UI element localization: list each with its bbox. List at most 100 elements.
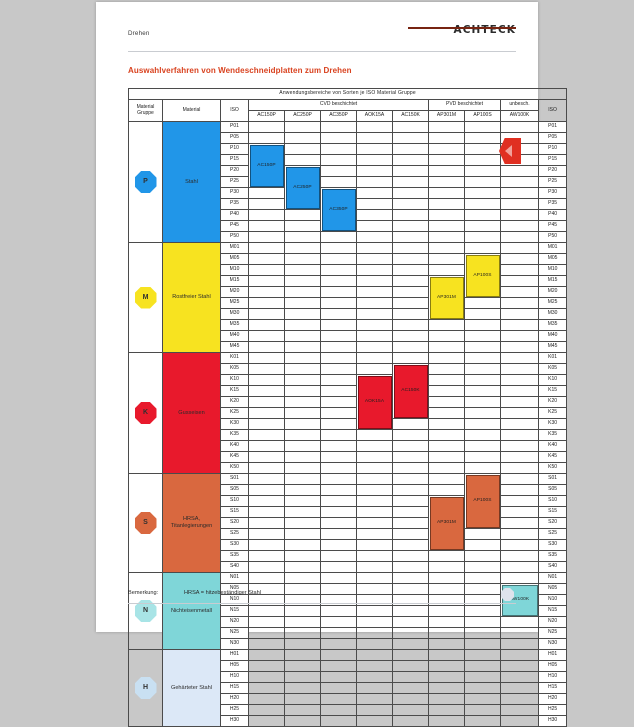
grade-empty-cell — [464, 220, 501, 232]
grade-empty-cell — [320, 550, 357, 562]
iso-code-right: N30 — [537, 638, 568, 650]
col-header-grade-ac350p: AC350P — [320, 110, 357, 122]
grade-range-cell: AP301M — [428, 495, 465, 551]
table-row: K20 K20 — [129, 396, 568, 408]
grade-empty-cell — [392, 308, 429, 320]
grade-empty-cell — [248, 220, 285, 232]
iso-code-left: K45 — [220, 451, 249, 463]
grade-empty-cell — [500, 341, 539, 353]
grade-range-bar-ap301m: AP301M — [429, 276, 464, 319]
brand-underline — [407, 26, 516, 29]
grade-empty-cell — [320, 264, 357, 276]
grade-range-cell: AC250P — [284, 165, 321, 210]
iso-code-right: K20 — [537, 396, 568, 408]
grade-empty-cell — [500, 264, 539, 276]
grade-empty-cell — [500, 561, 539, 573]
table-row: M35 M35 — [129, 319, 568, 331]
iso-code-right: M01 — [537, 242, 568, 254]
grade-empty-cell — [284, 473, 321, 485]
grade-empty-cell — [500, 220, 539, 232]
material-group-badge-cell-s: S — [128, 473, 163, 573]
iso-code-right: M20 — [537, 286, 568, 298]
grade-empty-cell — [392, 165, 429, 177]
grade-empty-cell — [392, 484, 429, 496]
iso-code-left: P40 — [220, 209, 249, 221]
grade-empty-cell — [428, 341, 465, 353]
iso-code-right: H10 — [537, 671, 568, 683]
grade-empty-cell — [464, 154, 501, 166]
grade-empty-cell — [356, 495, 393, 507]
table-row: M15 AP301M M15 — [129, 275, 568, 320]
material-name-cell-h: Gehärteter Stahl — [162, 649, 221, 727]
material-name-label: Gusseisen — [178, 409, 205, 416]
grade-empty-cell — [356, 517, 393, 529]
grade-empty-cell — [320, 385, 357, 397]
grade-empty-cell — [320, 143, 357, 155]
grade-empty-cell — [248, 561, 285, 573]
grade-empty-cell — [248, 682, 285, 694]
table-banner-row: Anwendungsbereiche von Sorten je ISO Mat… — [127, 88, 568, 100]
grade-empty-cell — [248, 308, 285, 320]
grade-empty-cell — [320, 253, 357, 265]
grade-empty-cell — [500, 451, 539, 463]
iso-code-right: H01 — [537, 649, 568, 661]
selection-table-wrapper: Anwendungsbereiche von Sorten je ISO Mat… — [127, 88, 568, 727]
grade-empty-cell — [428, 374, 465, 386]
grade-empty-cell — [464, 418, 501, 430]
grade-empty-cell — [500, 385, 539, 397]
grade-empty-cell — [428, 649, 465, 661]
grade-range-bar-ap301m: AP301M — [429, 496, 464, 550]
grade-empty-cell — [356, 176, 393, 188]
grade-empty-cell — [284, 484, 321, 496]
grade-empty-cell — [428, 198, 465, 210]
grade-empty-cell — [284, 143, 321, 155]
grade-empty-cell — [464, 671, 501, 683]
grade-empty-cell — [284, 693, 321, 705]
iso-code-right: S15 — [537, 506, 568, 518]
grade-empty-cell — [284, 495, 321, 507]
table-row: K30 K30 — [129, 418, 568, 430]
grade-empty-cell — [320, 671, 357, 683]
grade-empty-cell — [284, 297, 321, 309]
material-group-badge-cell-k: K — [128, 352, 163, 474]
grade-empty-cell — [320, 429, 357, 441]
grade-empty-cell — [428, 429, 465, 441]
grade-empty-cell — [464, 682, 501, 694]
iso-code-right: K40 — [537, 440, 568, 452]
grade-empty-cell — [356, 264, 393, 276]
grade-empty-cell — [356, 693, 393, 705]
grade-empty-cell — [500, 660, 539, 672]
grade-empty-cell — [392, 539, 429, 551]
grade-empty-cell — [428, 418, 465, 430]
grade-empty-cell — [356, 330, 393, 342]
iso-code-left: P15 — [220, 154, 249, 166]
table-row: H Gehärteter Stahl H01 H01 — [128, 649, 568, 727]
grade-empty-cell — [428, 407, 465, 419]
table-row: N15 N15 — [129, 605, 568, 617]
grade-empty-cell — [464, 374, 501, 386]
grade-empty-cell — [356, 319, 393, 331]
grade-empty-cell — [428, 264, 465, 276]
grade-empty-cell — [392, 121, 429, 133]
grade-empty-cell — [320, 506, 357, 518]
section-marker-arrow — [499, 138, 521, 164]
grade-empty-cell — [248, 506, 285, 518]
chevron-left-icon — [505, 145, 512, 157]
material-group-badge-cell-n: N — [128, 572, 163, 650]
grade-range-bar-ap100s: AP100S — [465, 254, 500, 297]
grade-empty-cell — [284, 550, 321, 562]
grade-empty-cell — [284, 308, 321, 320]
iso-code-right: S30 — [537, 539, 568, 551]
grade-empty-cell — [500, 209, 539, 221]
grade-empty-cell — [464, 462, 501, 474]
grade-empty-cell — [392, 231, 429, 243]
iso-code-right: M15 — [537, 275, 568, 287]
material-name-label: Stahl — [185, 178, 198, 185]
grade-empty-cell — [464, 165, 501, 177]
grade-empty-cell — [248, 462, 285, 474]
grade-empty-cell — [248, 484, 285, 496]
grade-empty-cell — [320, 473, 357, 485]
grade-empty-cell — [464, 231, 501, 243]
iso-code-left: K40 — [220, 440, 249, 452]
grade-empty-cell — [428, 253, 465, 265]
